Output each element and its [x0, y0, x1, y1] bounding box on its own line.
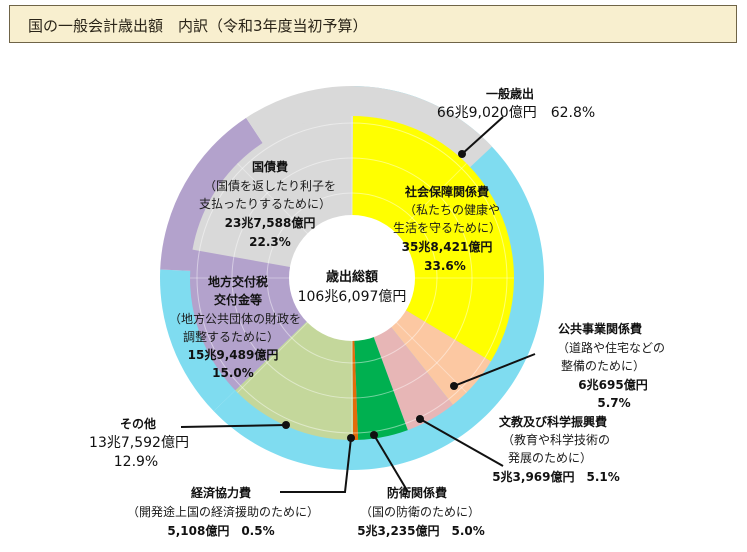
bunkyo-name: 文教及び科学振興費: [499, 414, 607, 429]
boei-value: 5兆3,235億円 5.0%: [357, 523, 485, 538]
shakai-percent: 33.6%: [424, 259, 466, 273]
kosai-name: 国債費: [252, 159, 288, 174]
boei-name: 防衛関係費: [387, 485, 447, 500]
leader-line-koukyo: [453, 353, 536, 387]
keizai-note: （開発途上国の経済援助のために）: [127, 504, 319, 519]
leader-lines: [180, 116, 536, 493]
ippan-name: 一般歳出: [486, 86, 534, 101]
center-label-line1: 歳出総額: [326, 269, 378, 285]
grid-circle-1: [266, 192, 438, 364]
leader-line-bunkyo: [419, 418, 504, 467]
leader-line-boei: [373, 434, 409, 493]
kosai-percent: 22.3%: [249, 235, 291, 249]
leader-line-sonota: [180, 424, 287, 428]
bunkyo-value: 5兆3,969億円 5.1%: [492, 469, 620, 484]
inner-slices: [190, 116, 514, 440]
bunkyo-note2: 発展のために）: [508, 451, 592, 465]
koukyo-amount: 6兆695億円: [578, 377, 647, 392]
grid-circle-2: [231, 157, 473, 399]
koukyo-note1: （道路や住宅などの: [557, 340, 665, 355]
leader-dot-ippan: [458, 150, 466, 158]
leader-dot-bunkyo: [416, 415, 424, 423]
shakai-amount: 35兆8,421億円: [402, 239, 493, 254]
koukyo-note2: 整備のために）: [561, 358, 645, 373]
sonota-name: その他: [120, 416, 156, 431]
kosai-note1: （国債を返したり利子を: [204, 178, 336, 193]
kosai-note2: 支払ったりするために）: [199, 197, 331, 211]
kosai-amount: 23兆7,588億円: [225, 215, 316, 230]
leader-line-ippan: [461, 116, 504, 155]
leader-dot-sonota: [282, 421, 290, 429]
shakai-note2: 生活を守るために）: [393, 221, 501, 235]
leader-line-keizai: [280, 437, 352, 493]
leader-dots: [282, 150, 466, 442]
shakai-name: 社会保障関係費: [404, 184, 489, 199]
chiho-note1: （地方公共団体の財政を: [169, 311, 301, 326]
ippan-value: 66兆9,020億円 62.8%: [437, 105, 595, 121]
chiho-percent: 15.0%: [212, 366, 254, 380]
koukyo-percent: 5.7%: [597, 396, 630, 410]
chiho-name1: 地方交付税: [208, 274, 268, 289]
leader-dot-koukyo: [450, 382, 458, 390]
chiho-name2: 交付金等: [214, 292, 262, 307]
shakai-note1: （私たちの健康や: [404, 202, 500, 217]
koukyo-name: 公共事業関係費: [558, 321, 642, 336]
title-bar: 国の一般会計歳出額 内訳（令和3年度当初予算）: [9, 5, 737, 43]
keizai-value: 5,108億円 0.5%: [167, 523, 274, 538]
chiho-amount: 15兆9,489億円: [188, 347, 279, 362]
leader-dot-keizai: [347, 434, 355, 442]
leader-dot-boei: [370, 431, 378, 439]
sonota-percent: 12.9%: [114, 454, 158, 470]
chart-title: 国の一般会計歳出額 内訳（令和3年度当初予算）: [28, 17, 368, 35]
grid-circle-3: [196, 122, 508, 434]
keizai-name: 経済協力費: [191, 485, 251, 500]
chiho-note2: 調整するために）: [183, 329, 279, 344]
boei-note: （国の防衛のために）: [360, 504, 480, 519]
sonota-amount: 13兆7,592億円: [89, 435, 189, 451]
center-hole: [289, 215, 415, 341]
bunkyo-note1: （教育や科学技術の: [502, 432, 610, 447]
center-label-line2: 106兆6,097億円: [298, 289, 407, 305]
